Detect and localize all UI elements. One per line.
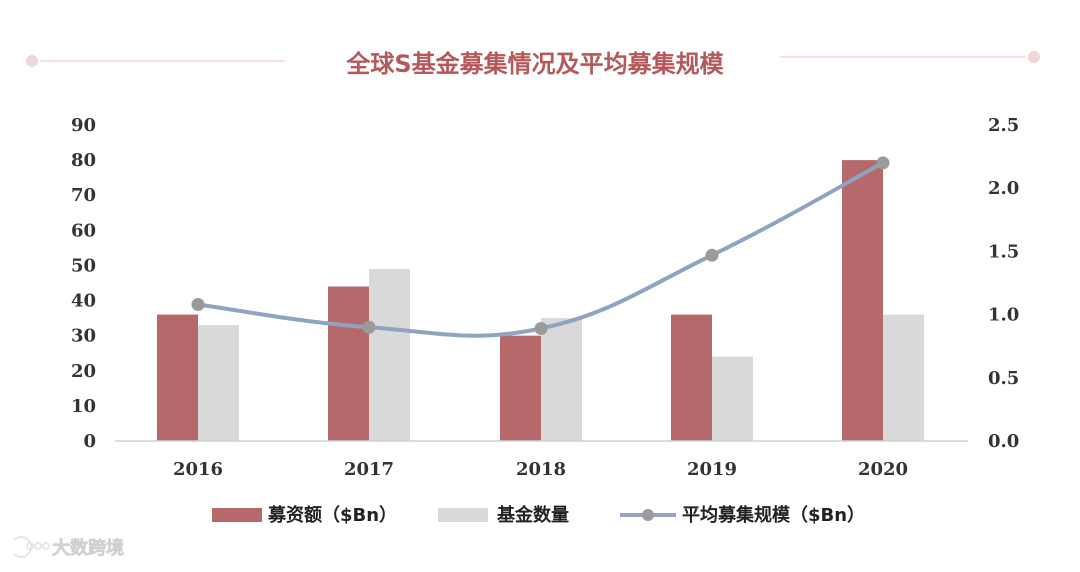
x-axis: 2016 2017 2018 2019 2020: [173, 459, 908, 480]
bar-amount: [842, 160, 883, 441]
legend-swatch-avg-marker: [642, 509, 654, 521]
legend-label-avg: 平均募集规模（$Bn）: [682, 504, 865, 526]
y-left-tick-label: 30: [71, 326, 96, 347]
y-left-tick-label: 60: [71, 220, 96, 241]
watermark-text: 大数跨境: [52, 537, 124, 559]
y-right-tick-label: 1.5: [988, 241, 1019, 262]
legend-label-amount: 募资额（$Bn）: [267, 504, 397, 526]
y-left-tick-label: 40: [71, 291, 96, 312]
y-axis-right: 0.0 0.5 1.0 1.5 2.0 2.5: [988, 115, 1019, 452]
y-left-tick-label: 20: [71, 361, 96, 382]
avg-point: [362, 320, 376, 334]
y-right-tick-label: 2.0: [988, 178, 1019, 199]
y-left-tick-label: 90: [71, 115, 96, 136]
x-tick-label: 2019: [687, 459, 737, 480]
watermark-icon: [13, 536, 50, 558]
x-tick-label: 2016: [173, 459, 223, 480]
bar-count: [883, 314, 924, 441]
bar-amount: [328, 286, 369, 441]
bars: [157, 160, 924, 441]
bar-amount: [500, 335, 541, 441]
y-left-tick-label: 80: [71, 150, 96, 171]
chart-title: 全球S基金募集情况及平均募集规模: [345, 50, 724, 78]
x-tick-label: 2017: [344, 459, 394, 480]
y-right-tick-label: 1.0: [988, 305, 1019, 326]
avg-point: [534, 322, 548, 336]
bar-count: [369, 268, 410, 441]
legend-swatch-amount: [212, 508, 262, 522]
avg-point: [876, 156, 890, 170]
bar-amount: [671, 314, 712, 441]
watermark-logo: 大数跨境: [13, 536, 124, 559]
avg-line-series: [191, 156, 890, 338]
y-right-tick-label: 2.5: [988, 115, 1019, 136]
legend: 募资额（$Bn） 基金数量 平均募集规模（$Bn）: [212, 504, 865, 526]
y-axis-left: 0 10 20 30 40 50 60 70 80 90: [71, 115, 96, 452]
x-tick-label: 2020: [858, 459, 908, 480]
y-left-tick-label: 0: [83, 431, 96, 452]
legend-swatch-count: [438, 508, 488, 522]
title-deco-dot-left: [26, 55, 38, 67]
avg-line: [196, 160, 885, 338]
y-left-tick-label: 10: [71, 396, 96, 417]
bar-count: [198, 325, 239, 441]
title-decoration: [26, 51, 1040, 67]
bar-count: [541, 318, 582, 441]
x-tick-label: 2018: [516, 459, 566, 480]
y-left-tick-label: 70: [71, 185, 96, 206]
y-right-tick-label: 0.0: [988, 431, 1019, 452]
bar-amount: [157, 314, 198, 441]
avg-point: [705, 248, 719, 262]
bar-count: [712, 356, 753, 441]
title-deco-dot-right: [1028, 51, 1040, 63]
y-right-tick-label: 0.5: [988, 368, 1019, 389]
y-left-tick-label: 50: [71, 255, 96, 276]
avg-point: [191, 297, 205, 311]
legend-label-count: 基金数量: [496, 504, 569, 526]
